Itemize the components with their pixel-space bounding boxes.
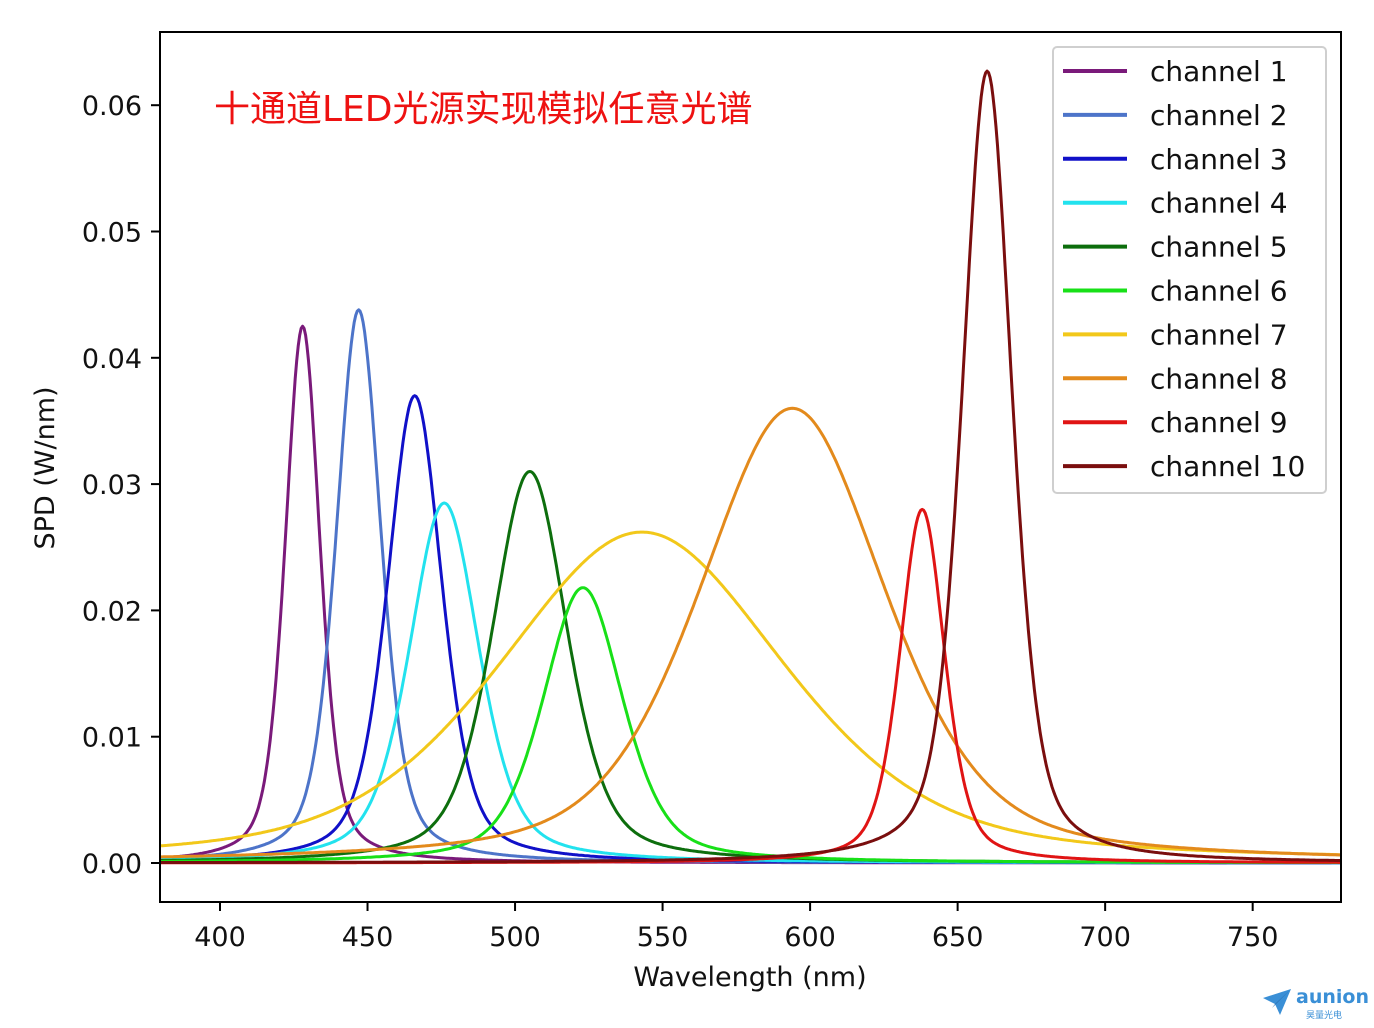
x-tick-label: 550 [637, 922, 689, 953]
legend-label-6: channel 6 [1150, 275, 1288, 308]
legend-label-3: channel 3 [1150, 143, 1288, 176]
y-axis-label: SPD (W/nm) [30, 386, 61, 549]
plot-frame [159, 31, 1342, 903]
x-axis-label: Wavelength (nm) [633, 962, 866, 993]
legend: channel 1 channel 2 channel 3 channel 4 chan… [1052, 46, 1327, 494]
series-line-10 [161, 69, 1341, 864]
y-tick-label: 0.03 [82, 470, 142, 501]
series-line-8 [161, 406, 1341, 859]
legend-label-10: channel 10 [1150, 450, 1305, 483]
y-tick-label: 0.05 [82, 218, 142, 249]
legend-label-8: channel 8 [1150, 362, 1288, 395]
series-line-6 [161, 586, 1341, 864]
y-tick-label: 0.00 [82, 849, 142, 880]
x-tick-label: 500 [489, 922, 541, 953]
x-tick-label: 650 [932, 922, 984, 953]
x-tick-label: 450 [342, 922, 394, 953]
x-axis-ticks: 400 450 500 550 600 650 700 750 [194, 902, 1278, 953]
series-layer [160, 69, 1341, 865]
y-axis-ticks: 0.00 0.01 0.02 0.03 0.04 0.05 0.06 [82, 91, 160, 880]
legend-label-1: channel 1 [1150, 55, 1288, 88]
series-line-9 [161, 507, 1341, 865]
x-tick-label: 400 [194, 922, 246, 953]
y-tick-label: 0.04 [82, 344, 142, 375]
y-tick-label: 0.06 [82, 91, 142, 122]
legend-label-4: channel 4 [1150, 187, 1288, 220]
paper-plane-icon [1263, 989, 1291, 1015]
legend-label-5: channel 5 [1150, 231, 1288, 264]
legend-items: channel 1 channel 2 channel 3 channel 4 chan… [1063, 55, 1305, 483]
aunion-logo: aunion 昊量光电 [1262, 986, 1369, 1022]
logo-name: aunion [1296, 986, 1369, 1008]
y-tick-label: 0.02 [82, 596, 142, 627]
chart-annotation: 十通道LED光源实现模拟任意光谱 [214, 89, 753, 130]
series-line-5 [161, 470, 1341, 864]
series-line-7 [160, 530, 1341, 857]
legend-label-7: channel 7 [1150, 318, 1288, 351]
y-tick-label: 0.01 [82, 723, 142, 754]
x-tick-label: 700 [1079, 922, 1131, 953]
legend-label-9: channel 9 [1150, 406, 1288, 439]
x-tick-label: 750 [1227, 922, 1279, 953]
logo-subtitle: 昊量光电 [1306, 1011, 1343, 1021]
x-tick-label: 600 [784, 922, 836, 953]
legend-label-2: channel 2 [1150, 99, 1288, 132]
